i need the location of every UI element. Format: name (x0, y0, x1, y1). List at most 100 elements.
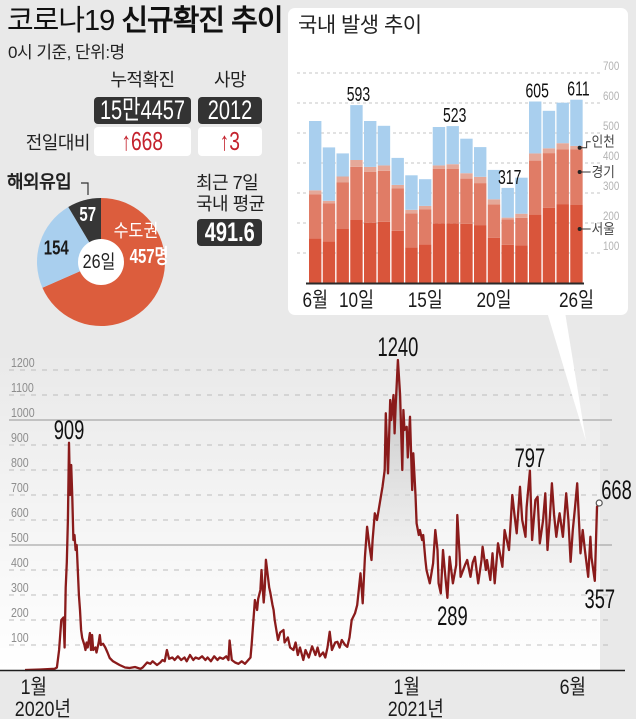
y-tick-label: 100 (11, 631, 29, 645)
bar-segment (487, 237, 501, 283)
cumulative-value: 15만4457 (99, 97, 186, 124)
bar-y-tick-label: 100 (603, 240, 619, 253)
bar-segment (350, 220, 363, 283)
bar-value-label: 605 (526, 79, 549, 102)
bar-segment (474, 176, 487, 184)
cumulative-label: 누적확진 (110, 70, 175, 90)
bar-column (529, 101, 542, 283)
bar-segment (350, 160, 363, 167)
peak-annotation: 797 (515, 442, 546, 472)
line-chart-gridlines: 100 200 300 400 500 600 700 800 900 1000 1100 1200 (9, 356, 612, 646)
weekly-average-value: 491.6 (204, 219, 255, 246)
legend-label: 인천 (592, 134, 615, 150)
bar-segment (405, 247, 418, 283)
bar-segment (432, 127, 446, 166)
line-chart-series (24, 358, 603, 672)
bar-x-tick-label: 26일 (559, 288, 594, 312)
y-tick-label: 1100 (11, 381, 34, 395)
bar-segment (309, 194, 322, 239)
bar-segment (542, 110, 556, 149)
deaths-change-box: ↑3 (198, 127, 262, 156)
callout-pointer (547, 312, 586, 441)
donut-hole (78, 239, 124, 285)
bar-segment (391, 188, 404, 231)
bar-segment (309, 238, 322, 283)
y-tick-label: 300 (11, 581, 29, 595)
bar-x-tick-label: 20일 (476, 288, 511, 312)
bar-segment (322, 241, 336, 283)
bar-segment (570, 149, 583, 205)
bar-segment (446, 223, 459, 283)
bar-segment (419, 209, 432, 245)
bar-segment (419, 205, 432, 210)
bar-column (322, 147, 336, 283)
bar-segment (377, 221, 391, 283)
bar-segment (432, 223, 446, 283)
bar-column (377, 125, 391, 283)
y-tick-label: 1200 (11, 356, 35, 370)
bar-segment (336, 153, 349, 177)
bar-segment (419, 179, 432, 206)
bar-segment (377, 125, 391, 166)
bar-segment (364, 222, 377, 283)
x-tick-label: 6월 (560, 676, 586, 700)
bar-y-tick-label: 600 (603, 90, 619, 103)
bar-segment (405, 213, 418, 248)
legend-label: 경기 (592, 164, 615, 180)
bar-value-label: 523 (443, 104, 466, 127)
bar-column (515, 177, 528, 283)
legend-label: 서울 (592, 221, 615, 237)
x-tick-label: 1월 (21, 676, 47, 700)
bar-value-label: 593 (347, 83, 370, 106)
bar-column (570, 99, 583, 283)
bar-value-label: 611 (567, 77, 589, 100)
weekly-average-label-line2: 국내 평균 (196, 194, 265, 214)
bar-segment (474, 183, 487, 226)
y-tick-label: 700 (11, 481, 29, 495)
bar-segment (515, 245, 528, 283)
bar-x-tick-label: 10일 (339, 288, 374, 312)
x-tick-year-label: 2020년 (15, 698, 71, 719)
bar-segment (446, 126, 459, 165)
bar-y-tick-label: 300 (603, 180, 619, 193)
bar-segment (432, 165, 446, 169)
weekly-average-box: 491.6 (197, 219, 262, 246)
bar-segment (377, 170, 391, 222)
bar-segment (501, 217, 514, 220)
bar-segment (419, 244, 432, 283)
daily-cases-line (24, 358, 601, 672)
bar-column (419, 179, 432, 283)
bar-segment (322, 147, 336, 201)
bar-column (487, 169, 501, 283)
bar-segment (529, 153, 542, 161)
bar-segment (474, 225, 487, 283)
bar-y-tick-label: 400 (603, 150, 619, 163)
bar-segment (364, 121, 377, 167)
bar-segment (391, 184, 404, 189)
bar-segment (405, 175, 418, 210)
bar-column (391, 157, 404, 283)
deaths-change: ↑3 (219, 127, 241, 156)
bar-segment (515, 177, 528, 214)
bar-column (350, 105, 363, 283)
peak-annotation: 909 (54, 414, 85, 444)
bar-column (542, 110, 556, 283)
subtitle: 0시 기준, 단위:명 (8, 43, 125, 62)
bar-segment (322, 200, 336, 204)
bar-column (309, 121, 322, 283)
bar-y-tick-label: 700 (603, 60, 619, 73)
bar-segment (556, 143, 569, 150)
day-over-day-label: 전일대비 (25, 133, 91, 153)
y-tick-label: 500 (11, 531, 29, 545)
bar-segment (336, 229, 349, 283)
bar-segment (487, 199, 501, 205)
bar-segment (364, 171, 377, 223)
trough-annotation: 289 (437, 600, 468, 630)
bar-segment (542, 153, 556, 208)
imported-leader-line (81, 182, 89, 195)
bar-segment (556, 204, 569, 283)
bar-segment (350, 105, 363, 160)
bar-segment (570, 145, 583, 150)
